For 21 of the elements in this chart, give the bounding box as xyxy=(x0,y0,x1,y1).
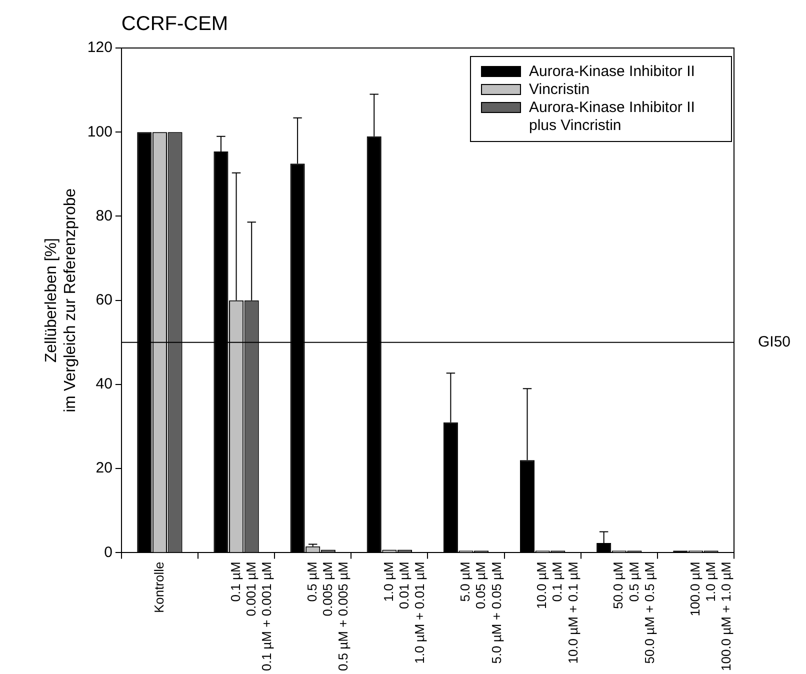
x-tick-label: 50.0 µM 0.5 µM 50.0 µM + 0.5 µM xyxy=(610,562,657,664)
x-tick-label: 1.0 µM 0.01 µM 1.0 µM + 0.01 µM xyxy=(381,562,428,664)
legend-label: Vincristin xyxy=(529,81,590,99)
x-tick-label: 0.1 µM 0.001 µM 0.1 µM + 0.001 µM xyxy=(228,562,274,671)
y-tick-label: 20 xyxy=(96,460,112,477)
ref-line-label: GI50 xyxy=(758,334,791,351)
chart-title: CCRF-CEM xyxy=(121,13,228,35)
legend-label: Aurora-Kinase Inhibitor II xyxy=(529,63,695,81)
y-tick-label: 0 xyxy=(104,544,112,561)
y-tick-label: 60 xyxy=(96,292,112,308)
y-axis-title: Zellüberleben [%] im Vergleich zur Referenzprobe xyxy=(43,188,80,412)
x-tick-label: 0.5 µM 0.005 µM 0.5 µM + 0.005 µM xyxy=(304,562,351,671)
y-tick-label: 40 xyxy=(96,376,112,393)
y-tick-label: 80 xyxy=(96,207,112,224)
legend-label: Aurora-Kinase Inhibitor II plus Vincristin xyxy=(529,99,696,135)
y-tick-label: 120 xyxy=(87,39,112,56)
x-tick-label: Kontrolle xyxy=(151,562,166,614)
x-tick-label: 5.0 µM 0.05 µM 5.0 µM + 0.05 µM xyxy=(458,562,504,664)
y-tick-label: 100 xyxy=(87,123,112,140)
x-tick-label: 10.0 µM 0.1 µM 10.0 µM + 0.1 µM xyxy=(534,562,580,664)
x-tick-label: 100.0 µM 1.0 µM 100.0 µM + 1.0 µM xyxy=(687,562,734,671)
